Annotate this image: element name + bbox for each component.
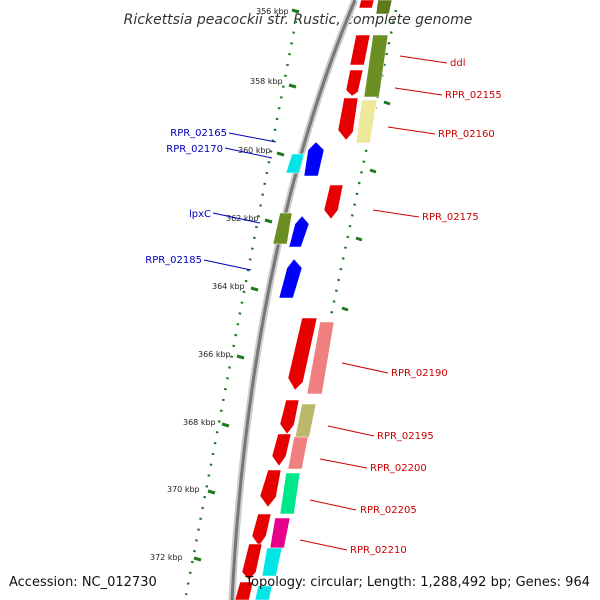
gene-arrow[interactable] <box>269 517 291 549</box>
gene-arrow[interactable] <box>279 399 300 435</box>
forward-genes <box>234 0 393 600</box>
gene-arrow[interactable] <box>251 513 272 547</box>
gene-arrow[interactable] <box>271 433 292 467</box>
scale-label: 366 kbp <box>198 350 231 359</box>
gene-arrow[interactable] <box>259 469 282 508</box>
gene-arrow[interactable] <box>278 258 303 299</box>
outer-tick <box>341 306 349 312</box>
gene-arrow[interactable] <box>375 0 393 15</box>
scale-label: 368 kbp <box>183 418 216 427</box>
scale-label: 370 kbp <box>167 485 200 494</box>
topology-text: Topology: circular; Length: 1,288,492 bp… <box>244 575 590 590</box>
scale-tick <box>193 556 202 562</box>
right-connectors <box>299 55 448 551</box>
genome-backbone-line <box>230 0 357 600</box>
scale-tick <box>264 218 273 224</box>
connector-line <box>319 458 368 469</box>
gene-arrow[interactable] <box>287 436 309 470</box>
scale-label: 372 kbp <box>150 553 183 562</box>
gene-label[interactable]: RPR_02210 <box>350 545 407 556</box>
scale-tick <box>250 286 259 292</box>
accession-text: Accession: NC_012730 <box>9 575 157 590</box>
gene-label[interactable]: RPR_02165 <box>170 128 227 139</box>
scale-labels: 356 kbp 358 kbp 360 kbp 362 kbp 364 kbp … <box>150 7 289 562</box>
gene-arrow[interactable] <box>345 69 364 97</box>
gene-label[interactable]: RPR_02175 <box>422 212 479 223</box>
left-gene-labels: RPR_02165 RPR_02170 lpxC RPR_02185 <box>145 128 227 266</box>
connector-line <box>387 126 436 135</box>
gene-arrow[interactable] <box>285 153 305 174</box>
scale-label: 364 kbp <box>212 282 245 291</box>
connector-line <box>399 55 448 64</box>
connector-line <box>212 212 261 224</box>
gene-arrow[interactable] <box>323 184 344 220</box>
scale-tick <box>236 354 245 360</box>
inner-tick-guide <box>184 9 300 596</box>
gene-arrow[interactable] <box>303 141 325 177</box>
scale-ticks <box>193 8 300 562</box>
gene-arrow[interactable] <box>294 403 317 439</box>
scale-label: 360 kbp <box>238 146 271 155</box>
scale-label: 358 kbp <box>250 77 283 86</box>
gene-arrow[interactable] <box>363 34 389 98</box>
connector-line <box>224 147 273 159</box>
gene-label[interactable]: RPR_02170 <box>166 144 223 155</box>
connector-line <box>309 499 357 511</box>
connector-line <box>228 132 277 143</box>
gene-arrow[interactable] <box>306 321 335 395</box>
left-connectors <box>203 132 277 271</box>
gene-arrow[interactable] <box>279 472 301 515</box>
connector-line <box>327 425 375 437</box>
scale-tick <box>276 151 285 157</box>
gene-label[interactable]: RPR_02195 <box>377 431 434 442</box>
gene-arrow[interactable] <box>234 581 254 600</box>
gene-label[interactable]: ddl <box>450 58 465 69</box>
scale-tick <box>207 489 216 495</box>
gene-arrow[interactable] <box>288 215 310 248</box>
gene-label[interactable]: lpxC <box>189 209 211 220</box>
gene-label[interactable]: RPR_02160 <box>438 129 495 140</box>
gene-label[interactable]: RPR_02155 <box>445 90 502 101</box>
connector-line <box>372 209 420 218</box>
gene-label[interactable]: RPR_02190 <box>391 368 448 379</box>
gene-arrow[interactable] <box>254 585 273 600</box>
gene-label[interactable]: RPR_02200 <box>370 463 427 474</box>
gene-arrow[interactable] <box>287 317 318 391</box>
outer-tick <box>369 168 377 174</box>
scale-label: 356 kbp <box>256 7 289 16</box>
gene-arrow[interactable] <box>272 212 293 245</box>
gene-arrow[interactable] <box>355 99 378 144</box>
scale-label: 362 kbp <box>226 214 259 223</box>
reverse-genes <box>272 141 325 299</box>
outer-tick <box>355 236 363 242</box>
gene-arrow[interactable] <box>349 34 371 66</box>
scale-tick <box>221 422 230 428</box>
outer-tick <box>383 100 391 106</box>
gene-arrow[interactable] <box>337 97 359 141</box>
gene-arrow[interactable] <box>241 543 263 581</box>
gene-arrow[interactable] <box>261 547 283 577</box>
right-gene-labels: ddl RPR_02155 RPR_02160 RPR_02175 RPR_02… <box>350 58 502 556</box>
gene-label[interactable]: RPR_02205 <box>360 505 417 516</box>
connector-line <box>299 539 348 551</box>
gene-arrow[interactable] <box>358 0 375 9</box>
gene-label[interactable]: RPR_02185 <box>145 255 202 266</box>
map-title: Rickettsia peacockii str. Rustic, comple… <box>124 12 473 28</box>
connector-line <box>203 259 252 271</box>
scale-tick <box>288 83 297 89</box>
connector-line <box>341 362 389 374</box>
outer-track-ticks <box>341 100 391 312</box>
connector-line <box>394 87 443 96</box>
scale-tick <box>291 8 300 14</box>
